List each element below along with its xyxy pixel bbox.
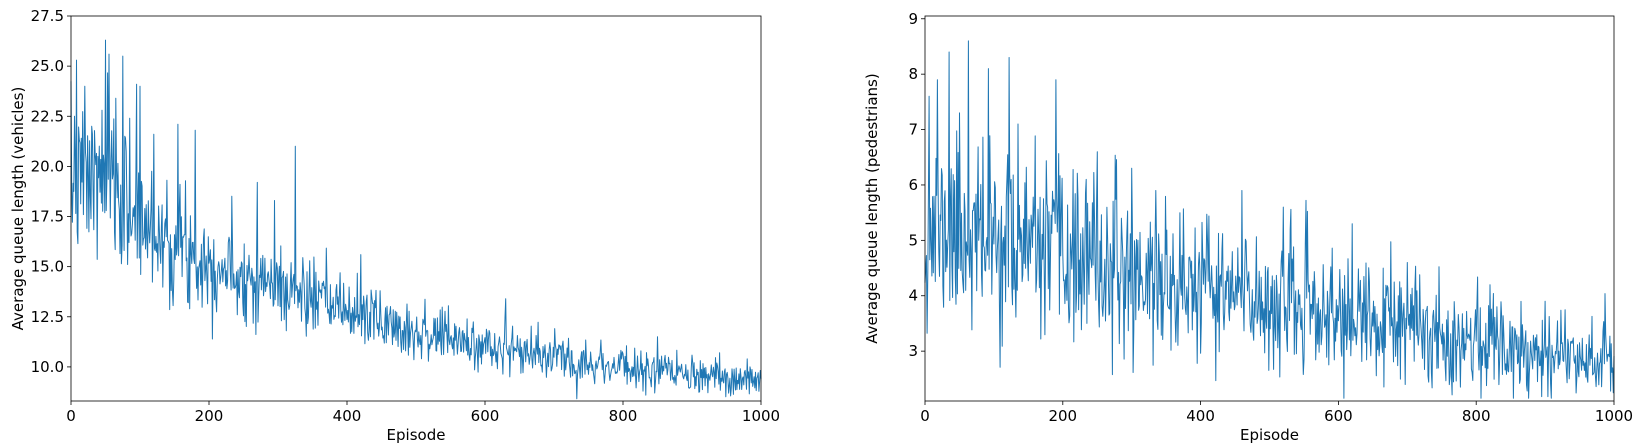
x-axis-label: Episode: [1240, 426, 1299, 444]
y-tick-label: 6: [908, 176, 918, 194]
y-tick-label: 8: [908, 65, 918, 83]
y-tick-label: 20.0: [31, 157, 64, 175]
y-tick-label: 27.5: [31, 7, 64, 25]
chart-pedestrians: 0 200 400 600 800 1000 3 4 5 6 7 8 9 Episode Average…: [863, 10, 1633, 444]
x-tick-label: 800: [609, 407, 638, 425]
x-axis-label: Episode: [387, 426, 446, 444]
y-tick-label: 12.5: [31, 308, 64, 326]
x-tick-label: 600: [471, 407, 500, 425]
y-tick-label: 10.0: [31, 358, 64, 376]
x-tick-label: 0: [920, 407, 930, 425]
plot-frame: [924, 15, 1615, 402]
y-tick-label: 17.5: [31, 208, 64, 226]
y-tick-label: 25.0: [31, 57, 64, 75]
x-tick-label: 800: [1462, 407, 1491, 425]
x-tick-label: 400: [333, 407, 362, 425]
y-tick-label: 15.0: [31, 258, 64, 276]
y-tick-label: 9: [908, 10, 918, 28]
x-tick-label: 1000: [742, 407, 780, 425]
x-tick-label: 400: [1186, 407, 1215, 425]
y-tick-label: 22.5: [31, 107, 64, 125]
y-axis-label: Average queue length (vehicles): [9, 87, 27, 331]
x-tick-label: 200: [195, 407, 224, 425]
series-line-pedestrians: [924, 40, 1615, 399]
series-line-vehicles: [70, 39, 762, 400]
y-tick-label: 4: [908, 287, 918, 305]
y-tick-label: 3: [908, 342, 918, 360]
x-tick-label: 1000: [1595, 407, 1633, 425]
chart-vehicles: 0 200 400 600 800 1000 10.0 12.5 15.0 17.5 20.0 22.…: [9, 7, 780, 444]
plot-frame: [70, 15, 762, 402]
x-tick-label: 200: [1048, 407, 1077, 425]
x-tick-label: 0: [66, 407, 76, 425]
tick-group: 0 200 400 600 800 1000 3 4 5 6 7 8 9: [908, 10, 1633, 425]
y-tick-label: 5: [908, 231, 918, 249]
x-tick-label: 600: [1324, 407, 1353, 425]
y-axis-label: Average queue length (pedestrians): [863, 73, 881, 343]
y-tick-label: 7: [908, 121, 918, 139]
tick-group: 0 200 400 600 800 1000 10.0 12.5 15.0 17.5 20.0 22.…: [31, 7, 781, 425]
